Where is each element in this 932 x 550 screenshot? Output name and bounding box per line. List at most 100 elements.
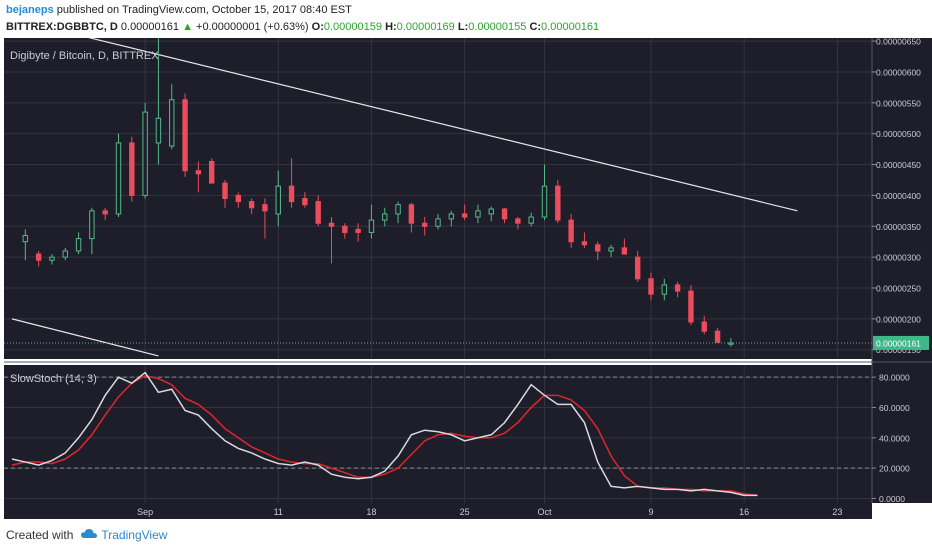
- candle: [288, 158, 295, 208]
- candle-body: [262, 204, 268, 212]
- time-axis-background: [4, 503, 872, 519]
- candle: [115, 133, 122, 218]
- close-label: C:: [529, 21, 542, 33]
- symbol-label: BITTREX:DGBBTC, D: [6, 21, 118, 33]
- published-header: bejaneps published on TradingView.com, O…: [6, 4, 352, 16]
- candle: [22, 229, 29, 261]
- price-tick-label: 0.00000500: [876, 129, 921, 139]
- candle: [568, 213, 574, 248]
- candle-body: [342, 225, 348, 233]
- price-pane-background: [4, 38, 872, 359]
- candle: [448, 210, 455, 227]
- price-tick-label: 0.00000300: [876, 253, 921, 263]
- published-text: published on TradingView.com, October 15…: [56, 4, 352, 16]
- candle: [35, 250, 42, 267]
- candle: [515, 217, 521, 230]
- candle-body: [555, 185, 561, 221]
- last-price-badge: [873, 335, 929, 350]
- candle-body: [315, 201, 321, 224]
- candle: [248, 198, 255, 214]
- stochastic-pane: [11, 371, 758, 497]
- candle-body: [515, 218, 521, 224]
- trendline: [11, 318, 159, 357]
- author-link[interactable]: bejaneps: [6, 4, 54, 16]
- candle: [342, 223, 348, 239]
- time-axis[interactable]: Sep111825Oct91623Nov713: [4, 503, 932, 519]
- candle: [315, 195, 321, 227]
- trendline: [87, 38, 798, 212]
- candle: [155, 38, 162, 165]
- candle-body: [142, 111, 148, 196]
- candle: [368, 204, 375, 239]
- up-arrow-icon: ▲: [182, 21, 193, 33]
- price-tick-label: 0.00000600: [876, 67, 921, 77]
- candle: [222, 179, 228, 208]
- candle-body: [714, 330, 721, 343]
- candle-body: [235, 194, 242, 203]
- candle: [634, 250, 641, 282]
- candle-body: [421, 222, 428, 227]
- candle: [408, 202, 415, 233]
- candle-body: [648, 278, 654, 295]
- candle-body: [368, 219, 375, 233]
- indicator-tick-label: 0.0000: [879, 494, 905, 504]
- price-change: +0.00000001 (+0.63%): [196, 21, 309, 33]
- candle-body: [395, 204, 401, 215]
- time-tick-label: Sep: [137, 507, 153, 517]
- candle-body: [475, 210, 481, 218]
- candle-body: [129, 142, 135, 196]
- indicator-tick-label: 80.0000: [879, 373, 910, 383]
- chart-canvas[interactable]: 0.00000650 0.00000600 0.00000550 0.00000500…: [0, 38, 932, 522]
- candle-body: [89, 210, 95, 240]
- candle: [395, 201, 401, 224]
- tradingview-link[interactable]: TradingView: [101, 528, 168, 542]
- candle: [169, 84, 175, 150]
- candle-body: [621, 247, 628, 255]
- candle: [89, 207, 95, 255]
- candle: [608, 244, 614, 258]
- candle-body: [22, 235, 29, 243]
- candle: [382, 207, 388, 227]
- candle-body: [208, 160, 215, 184]
- grid-lines: [4, 38, 872, 503]
- candle: [355, 223, 361, 242]
- candle: [461, 204, 468, 221]
- price-tick-label: 0.00000150: [876, 345, 921, 355]
- footer: Created with TradingView: [6, 528, 167, 542]
- candle: [595, 241, 601, 261]
- candle: [182, 93, 188, 177]
- time-tick-label: 9: [648, 507, 653, 517]
- trendlines[interactable]: [11, 38, 798, 357]
- time-tick-label: Oct: [537, 507, 552, 517]
- candle-body: [461, 213, 468, 218]
- candle-body: [382, 213, 388, 221]
- candle-body: [608, 247, 614, 252]
- candle-body: [195, 170, 202, 175]
- created-with-label: Created with: [6, 528, 74, 542]
- candle: [421, 217, 428, 236]
- candle-body: [541, 185, 548, 218]
- candle: [328, 217, 335, 264]
- indicator-pane-background: [4, 365, 872, 503]
- candle: [621, 238, 628, 255]
- price-axis[interactable]: 0.00000650 0.00000600 0.00000550 0.00000500…: [871, 38, 929, 503]
- candle-body: [222, 182, 228, 199]
- candle-body: [688, 290, 694, 323]
- candle-body: [302, 198, 308, 206]
- candle-body: [62, 250, 68, 258]
- indicator-axis[interactable]: 80.0000 60.0000 40.0000 20.0000 0.0000: [4, 361, 932, 504]
- candle: [129, 136, 135, 202]
- candle-body: [595, 244, 601, 252]
- candle-body: [102, 210, 108, 215]
- ticker-bar: BITTREX:DGBBTC, D 0.00000161 ▲ +0.000000…: [6, 21, 599, 33]
- indicator-tick-label: 40.0000: [879, 433, 910, 443]
- candle-body: [488, 208, 494, 215]
- price-tick-label: 0.00000650: [876, 38, 921, 47]
- candle-body: [248, 201, 255, 209]
- candle-body: [35, 253, 42, 261]
- candle: [102, 207, 108, 221]
- candle: [674, 281, 681, 298]
- candle: [688, 284, 694, 326]
- candle-body: [355, 228, 361, 233]
- indicator-title: SlowStoch (14, 3): [10, 373, 97, 385]
